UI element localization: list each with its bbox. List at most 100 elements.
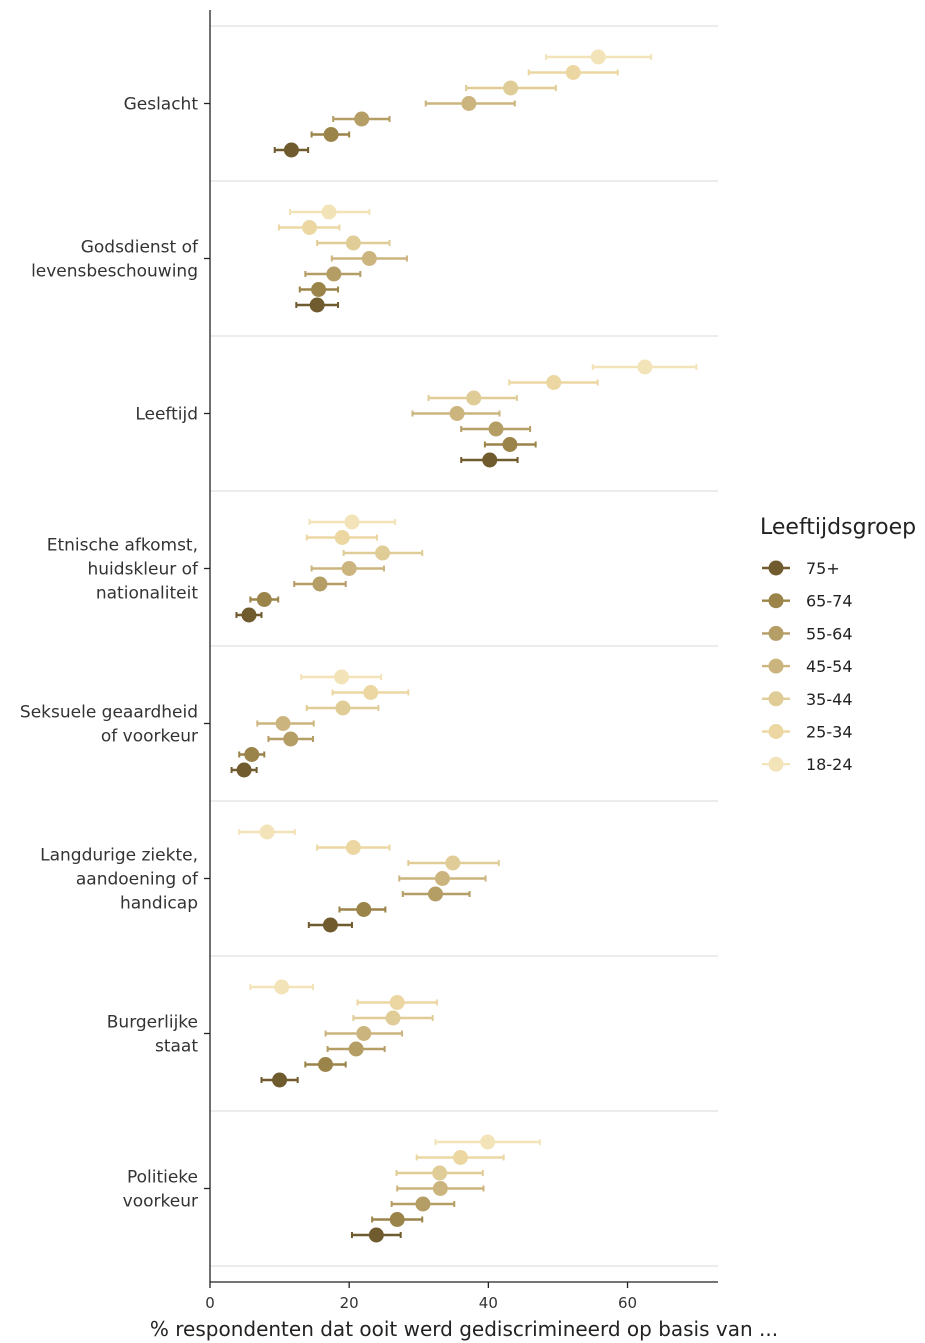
data-point [546, 375, 562, 390]
category-label-line: Seksuele geaardheid [20, 703, 198, 723]
data-point [389, 1212, 405, 1227]
legend-label: 75+ [806, 559, 840, 578]
category-label-line: handicap [120, 894, 198, 914]
data-point [590, 49, 606, 65]
legend-label: 35-44 [806, 690, 853, 709]
category-label: Leeftijd [135, 405, 198, 425]
data-point [345, 235, 361, 251]
legend-key-dot [768, 560, 784, 576]
legend: Leeftijdsgroep 75+ 65-74 55-64 45-54 35-44 25… [760, 515, 916, 774]
data-point [244, 747, 260, 762]
x-axis: 0 20 40 60 [205, 1281, 718, 1312]
data-point [345, 840, 361, 855]
x-tick-label: 20 [340, 1294, 359, 1312]
data-point [434, 871, 450, 886]
data-point [302, 220, 318, 235]
gridlines [210, 25, 718, 1267]
category-label-line: staat [155, 1037, 198, 1057]
legend-key-dot [768, 658, 784, 674]
data-point [565, 65, 581, 80]
category-label-line: Godsdienst of [81, 238, 199, 258]
data-point [322, 917, 338, 933]
legend-label: 45-54 [806, 657, 853, 676]
data-point [344, 514, 360, 530]
data-point [427, 886, 443, 902]
data-point [348, 1041, 364, 1057]
data-point [241, 607, 257, 623]
data-point [354, 111, 370, 127]
data-point [356, 1026, 372, 1041]
data-point [389, 995, 405, 1010]
x-tick-label: 40 [479, 1294, 498, 1312]
legend-key-dot [768, 593, 784, 609]
category-label-line: of voorkeur [101, 727, 198, 747]
y-axis: Geslacht Godsdienst of levensbeschouwing Le… [20, 10, 211, 1282]
data-point [356, 902, 372, 917]
data-point [311, 282, 327, 297]
data-point [503, 80, 519, 96]
data-point [236, 762, 252, 778]
category-label-line: Politieke [127, 1168, 198, 1188]
data-point [445, 855, 461, 871]
data-point [341, 561, 357, 576]
data-point [259, 824, 275, 840]
data-point [502, 437, 518, 452]
data-point [361, 251, 377, 266]
x-tick-label: 0 [205, 1294, 215, 1312]
legend-label: 55-64 [806, 624, 853, 643]
data-point [334, 669, 350, 685]
legend-key-dot [768, 691, 784, 707]
data-point [385, 1010, 401, 1026]
data-point [272, 1072, 288, 1088]
category-label-line: levensbeschouwing [31, 262, 198, 282]
x-axis-title: % respondenten dat ooit werd gediscrimin… [150, 1317, 778, 1341]
data-point [488, 421, 504, 437]
x-tick-label: 60 [618, 1294, 637, 1312]
data-point [312, 576, 328, 592]
data-marks [230, 49, 698, 1243]
data-point [363, 685, 379, 700]
category-label-line: aandoening of [76, 870, 199, 890]
data-point [321, 204, 337, 220]
data-point [368, 1227, 384, 1243]
data-point [274, 979, 290, 995]
category-label-line: Langdurige ziekte, [40, 846, 198, 866]
data-point [275, 716, 291, 731]
data-point [283, 142, 299, 158]
legend-label: 65-74 [806, 592, 853, 611]
data-point [318, 1057, 334, 1072]
category-label-line: Geslacht [124, 95, 199, 115]
category-label: Geslacht [124, 95, 199, 115]
legend-key-dot [768, 724, 784, 739]
legend-label: 25-34 [806, 723, 853, 742]
category-label: Burgerlijke staat [107, 1013, 199, 1057]
data-point [453, 1150, 469, 1165]
category-label-line: Leeftijd [135, 405, 198, 425]
category-label-line: nationaliteit [96, 584, 198, 604]
category-label: Godsdienst of levensbeschouwing [31, 238, 199, 282]
data-point [335, 700, 351, 716]
category-label-line: Etnische afkomst, [47, 536, 198, 556]
data-point [449, 406, 465, 421]
legend-key-dot [768, 625, 784, 641]
data-point [415, 1196, 431, 1212]
data-point [326, 266, 342, 282]
data-point [432, 1181, 448, 1196]
data-point [637, 359, 653, 375]
category-label-line: voorkeur [123, 1192, 198, 1212]
data-point [480, 1134, 496, 1150]
data-point [334, 530, 350, 545]
legend-title: Leeftijdsgroep [760, 515, 916, 540]
data-point [482, 452, 498, 468]
category-label: Langdurige ziekte, aandoening of handicap [40, 846, 199, 914]
category-label: Seksuele geaardheid of voorkeur [20, 703, 198, 747]
category-label-line: huidskleur of [88, 560, 200, 580]
data-point [256, 592, 272, 607]
data-point [309, 297, 325, 313]
category-label-line: Burgerlijke [107, 1013, 198, 1033]
category-label: Etnische afkomst, huidskleur of nationalit… [47, 536, 199, 604]
data-point [283, 731, 299, 747]
data-point [375, 545, 391, 561]
data-point [432, 1165, 448, 1181]
